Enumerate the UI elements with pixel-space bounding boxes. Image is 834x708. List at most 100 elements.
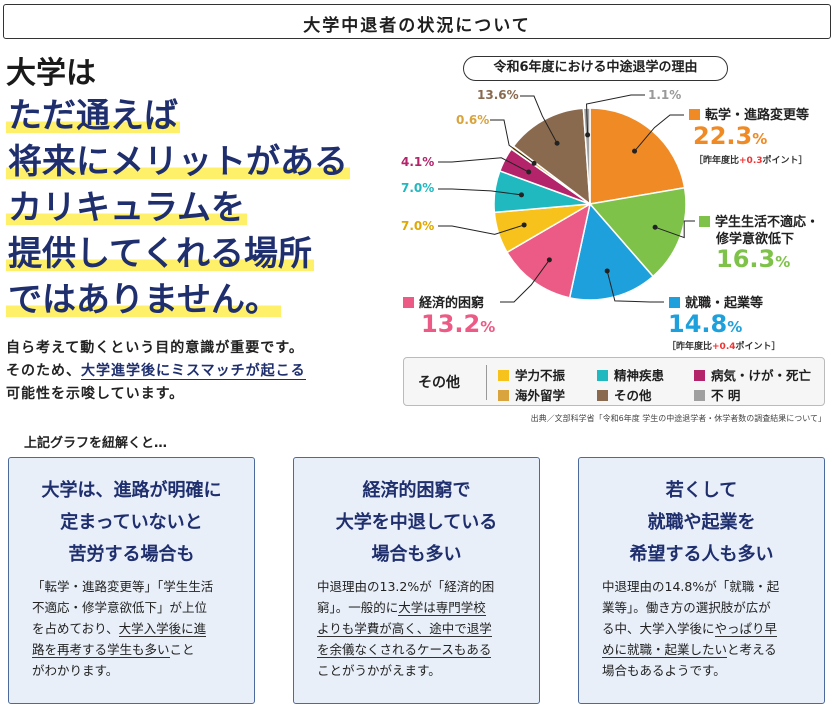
label-keizai-value: 13.2% bbox=[421, 310, 495, 338]
headline-line-5: 提供してくれる場所 bbox=[6, 232, 350, 278]
leader-line-5 bbox=[438, 188, 522, 196]
headline-line-4: カリキュラムを bbox=[6, 186, 350, 232]
lead-line-1: 自ら考えて動くという目的意識が重要です。 bbox=[6, 340, 304, 356]
card-1-body-line-4: 路を再考する学生も多いこと bbox=[32, 639, 242, 660]
shushoku-diff-pre: ［昨年度比 bbox=[667, 342, 713, 352]
card-1-body-line-1: 「転学・進路変更等」「学生生活 bbox=[32, 579, 214, 594]
card-3-heading-line-3: 希望する人も多い bbox=[629, 544, 774, 565]
tenko-num: 22.3 bbox=[693, 122, 753, 150]
label-futekio-name-2: 修学意欲低下 bbox=[716, 232, 795, 247]
card-2-body-line-2-a: 窮」。一般的に bbox=[317, 600, 399, 615]
futekio-name-1-text: 学生生活不適応・ bbox=[715, 215, 820, 230]
legend-fumei-text: 不 明 bbox=[711, 388, 741, 403]
legend-gakuryoku-text: 学力不振 bbox=[515, 368, 566, 383]
card-1-heading-line-3: 苦労する場合も bbox=[68, 544, 195, 565]
card-3-body: 中退理由の14.8%が「就職・起 業等」。働き方の選択肢が広が る中、大学入学後… bbox=[602, 576, 812, 681]
card-2-heading: 経済的困窮で 大学を中退している 場合も多い bbox=[294, 475, 539, 571]
label-fumei-value: 1.1% bbox=[648, 88, 682, 102]
card-2-body-line-4: を余儀なくされるケースもある bbox=[317, 639, 527, 660]
card-3-heading-line-1: 若くして bbox=[665, 480, 738, 501]
card-3-body-line-1: 中退理由の14.8%が「就職・起 bbox=[602, 579, 780, 594]
headline-line-2: ただ通えば bbox=[6, 94, 350, 140]
lead-line-2: そのため、大学進学後にミスマッチが起こる bbox=[6, 360, 306, 383]
futekio-swatch bbox=[699, 216, 710, 227]
legend-byoki-text: 病気・けが・死亡 bbox=[711, 368, 812, 383]
futekio-num: 16.3 bbox=[716, 245, 776, 273]
leader-line-4 bbox=[438, 224, 525, 235]
headline-line-3-text: 将来にメリットがある bbox=[6, 142, 350, 182]
leader-line-8 bbox=[520, 95, 558, 144]
card-1-body-line-3-a: を占めており、 bbox=[32, 621, 119, 636]
card-1-body-line-3-u: 大学入学後に進 bbox=[118, 621, 207, 637]
headline-line-6: ではありません。 bbox=[6, 278, 350, 324]
gakuryoku-swatch bbox=[498, 370, 509, 381]
insight-card-2: 経済的困窮で 大学を中退している 場合も多い 中退理由の13.2%が「経済的困 … bbox=[293, 457, 540, 704]
shushoku-name-text: 就職・起業等 bbox=[685, 296, 764, 311]
card-1-body-line-3: を占めており、大学入学後に進 bbox=[32, 618, 242, 639]
leader-line-2 bbox=[606, 270, 664, 303]
ryugaku-swatch bbox=[498, 390, 509, 401]
card-3-body-line-4-b: と考える bbox=[727, 642, 777, 657]
card-2-body-line-3-u: よりも学費が高く、途中で退学 bbox=[317, 621, 492, 637]
card-2-heading-line-2: 大学を中退している bbox=[335, 512, 498, 533]
lead-line-2-a: そのため、 bbox=[6, 363, 81, 379]
card-2-body-line-4-u: を余儀なくされるケースもある bbox=[317, 642, 492, 658]
card-3-body-line-4: めに就職・起業したいと考える bbox=[602, 639, 812, 660]
section-title-band: 大学中退者の状況について bbox=[3, 4, 831, 39]
legend-item-ryugaku: 海外留学 bbox=[498, 385, 565, 404]
headline-line-4-text: カリキュラムを bbox=[6, 188, 247, 228]
card-1-heading: 大学は、進路が明確に 定まっていないと 苦労する場合も bbox=[9, 475, 254, 571]
lead-line-3: 可能性を示唆しています。 bbox=[6, 386, 185, 402]
headline-line-6-text: ではありません。 bbox=[6, 280, 281, 320]
tenko-swatch bbox=[689, 109, 700, 120]
shushoku-unit: % bbox=[727, 318, 743, 336]
insight-card-1: 大学は、進路が明確に 定まっていないと 苦労する場合も 「転学・進路変更等」「学… bbox=[8, 457, 255, 704]
card-2-heading-line-3: 場合も多い bbox=[371, 544, 462, 565]
card-1-body: 「転学・進路変更等」「学生生活 不適応・修学意欲低下」が上位 を占めており、大学… bbox=[32, 576, 242, 681]
card-2-heading-line-1: 経済的困窮で bbox=[362, 480, 471, 501]
legend-item-sonota: その他 bbox=[597, 385, 652, 404]
label-shushoku-value: 14.8% bbox=[668, 310, 742, 338]
legend-sonota-text: その他 bbox=[614, 388, 652, 403]
card-2-body-line-2: 窮」。一般的に大学は専門学校 bbox=[317, 597, 527, 618]
label-gakuryoku-value: 7.0% bbox=[401, 219, 435, 233]
label-keizai-name: 経済的困窮 bbox=[403, 292, 484, 311]
tenko-unit: % bbox=[752, 130, 768, 148]
card-3-body-line-3-u: やっぱり早 bbox=[714, 621, 778, 637]
shushoku-diff-val: +0.4 bbox=[712, 342, 736, 352]
headline-line-3: 将来にメリットがある bbox=[6, 140, 350, 186]
fumei-swatch bbox=[694, 390, 705, 401]
shushoku-diff-post: ポイント］ bbox=[735, 342, 781, 352]
legend-label: その他 bbox=[418, 375, 460, 391]
seishin-swatch bbox=[597, 370, 608, 381]
tenko-diff-val: +0.3 bbox=[739, 156, 763, 166]
insight-card-3: 若くして 就職や起業を 希望する人も多い 中退理由の14.8%が「就職・起 業等… bbox=[578, 457, 825, 704]
keizai-name-text: 経済的困窮 bbox=[419, 296, 485, 311]
headline-line-5-text: 提供してくれる場所 bbox=[6, 234, 314, 274]
legend-item-gakuryoku: 学力不振 bbox=[498, 365, 565, 384]
card-2-body-line-3: よりも学費が高く、途中で退学 bbox=[317, 618, 527, 639]
futekio-unit: % bbox=[775, 253, 791, 271]
card-3-body-line-2: 業等」。働き方の選択肢が広が bbox=[602, 600, 771, 615]
shushoku-num: 14.8 bbox=[668, 310, 728, 338]
leader-line-9 bbox=[586, 94, 645, 135]
card-1-body-line-2: 不適応・修学意欲低下」が上位 bbox=[32, 600, 208, 615]
legend-item-byoki: 病気・けが・死亡 bbox=[694, 365, 811, 384]
card-3-body-line-5: 場合もあるようです。 bbox=[602, 663, 726, 678]
tenko-diff-pre: ［昨年度比 bbox=[694, 156, 740, 166]
label-futekio-name-1: 学生生活不適応・ bbox=[699, 211, 819, 230]
label-shushoku-diff: ［昨年度比+0.4ポイント］ bbox=[667, 339, 781, 352]
shushoku-swatch bbox=[669, 297, 680, 308]
card-2-body-line-2-u: 大学は専門学校 bbox=[398, 600, 486, 616]
label-futekio-value: 16.3% bbox=[716, 245, 790, 273]
sub-heading: 上記グラフを紐解くと… bbox=[24, 436, 168, 451]
label-tenko-value: 22.3% bbox=[693, 122, 767, 150]
chart-title: 令和6年度における中途退学の理由 bbox=[463, 56, 728, 81]
card-2-body: 中退理由の13.2%が「経済的困 窮」。一般的に大学は専門学校 よりも学費が高く… bbox=[317, 576, 527, 681]
label-seishin-value: 7.0% bbox=[401, 181, 435, 195]
tenko-diff-post: ポイント］ bbox=[762, 156, 808, 166]
leader-line-7 bbox=[490, 119, 535, 164]
legend-seishin-text: 精神疾患 bbox=[614, 368, 665, 383]
headline: 大学は ただ通えば 将来にメリットがある カリキュラムを 提供してくれる場所 で… bbox=[6, 48, 350, 324]
